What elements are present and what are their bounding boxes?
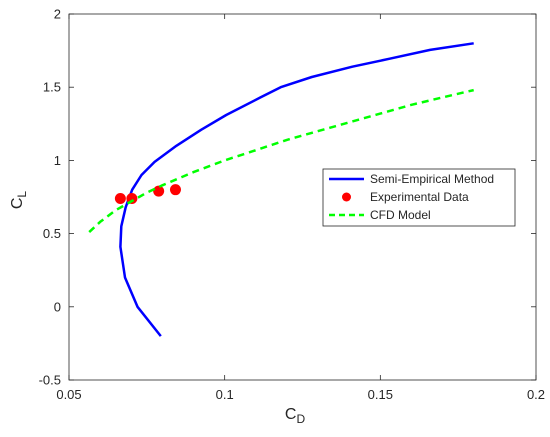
axes-layer: 0.05 0.1 0.15 0.2 -0.5 0 0.5 1 1.5 2 <box>39 7 545 403</box>
y-axis-label-sub: L <box>15 191 29 198</box>
series-line-semi-empirical-method <box>119 42 474 337</box>
y-tick-label: 0 <box>54 299 61 314</box>
y-tick-label: 1 <box>54 153 61 168</box>
y-tick-label: 1.5 <box>43 80 61 95</box>
legend-label-semi-empirical: Semi-Empirical Method <box>370 172 494 186</box>
x-tick-label: 0.05 <box>56 387 81 402</box>
data-point <box>114 192 126 204</box>
axes-box <box>68 13 537 381</box>
series-line-cfd-model <box>88 88 474 234</box>
x-tick-label: 0.1 <box>216 387 234 402</box>
legend: Semi-Empirical Method Experimental Data … <box>322 168 516 227</box>
x-tick-label: 0.2 <box>527 387 545 402</box>
x-tick-label: 0.15 <box>368 387 393 402</box>
data-point <box>153 185 165 197</box>
series-experimental-data <box>114 184 181 204</box>
y-tick-label: -0.5 <box>39 373 61 388</box>
y-tick-label: 0.5 <box>43 226 61 241</box>
x-axis-label: CD <box>285 406 306 426</box>
legend-label-cfd: CFD Model <box>370 208 431 222</box>
data-point <box>169 184 181 196</box>
legend-label-experimental: Experimental Data <box>370 190 469 204</box>
x-axis-label-main: C <box>285 406 297 423</box>
y-tick-label: 2 <box>54 7 61 22</box>
x-axis-label-sub: D <box>296 412 305 426</box>
series-layer <box>88 42 474 337</box>
y-axis-label-main: C <box>9 198 26 210</box>
legend-swatch-experimental <box>342 192 351 202</box>
y-axis-label: CL <box>9 191 29 210</box>
